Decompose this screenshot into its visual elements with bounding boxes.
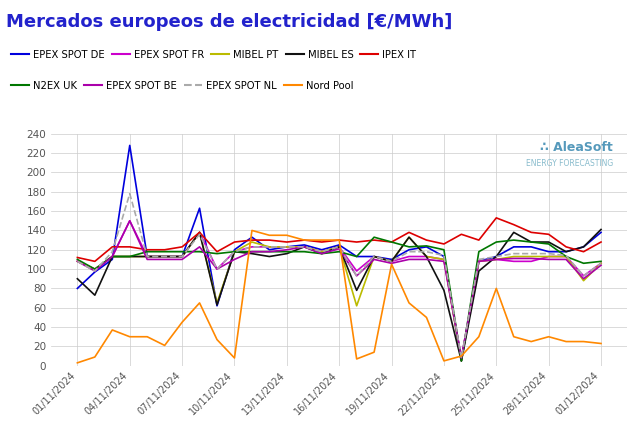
Text: Mercados europeos de electricidad [€/MWh]: Mercados europeos de electricidad [€/MWh… — [6, 13, 452, 31]
Text: ENERGY FORECASTING: ENERGY FORECASTING — [525, 159, 613, 168]
Text: ∴ AleaSoft: ∴ AleaSoft — [540, 141, 613, 154]
Legend: N2EX UK, EPEX SPOT BE, EPEX SPOT NL, Nord Pool: N2EX UK, EPEX SPOT BE, EPEX SPOT NL, Nor… — [12, 81, 353, 91]
